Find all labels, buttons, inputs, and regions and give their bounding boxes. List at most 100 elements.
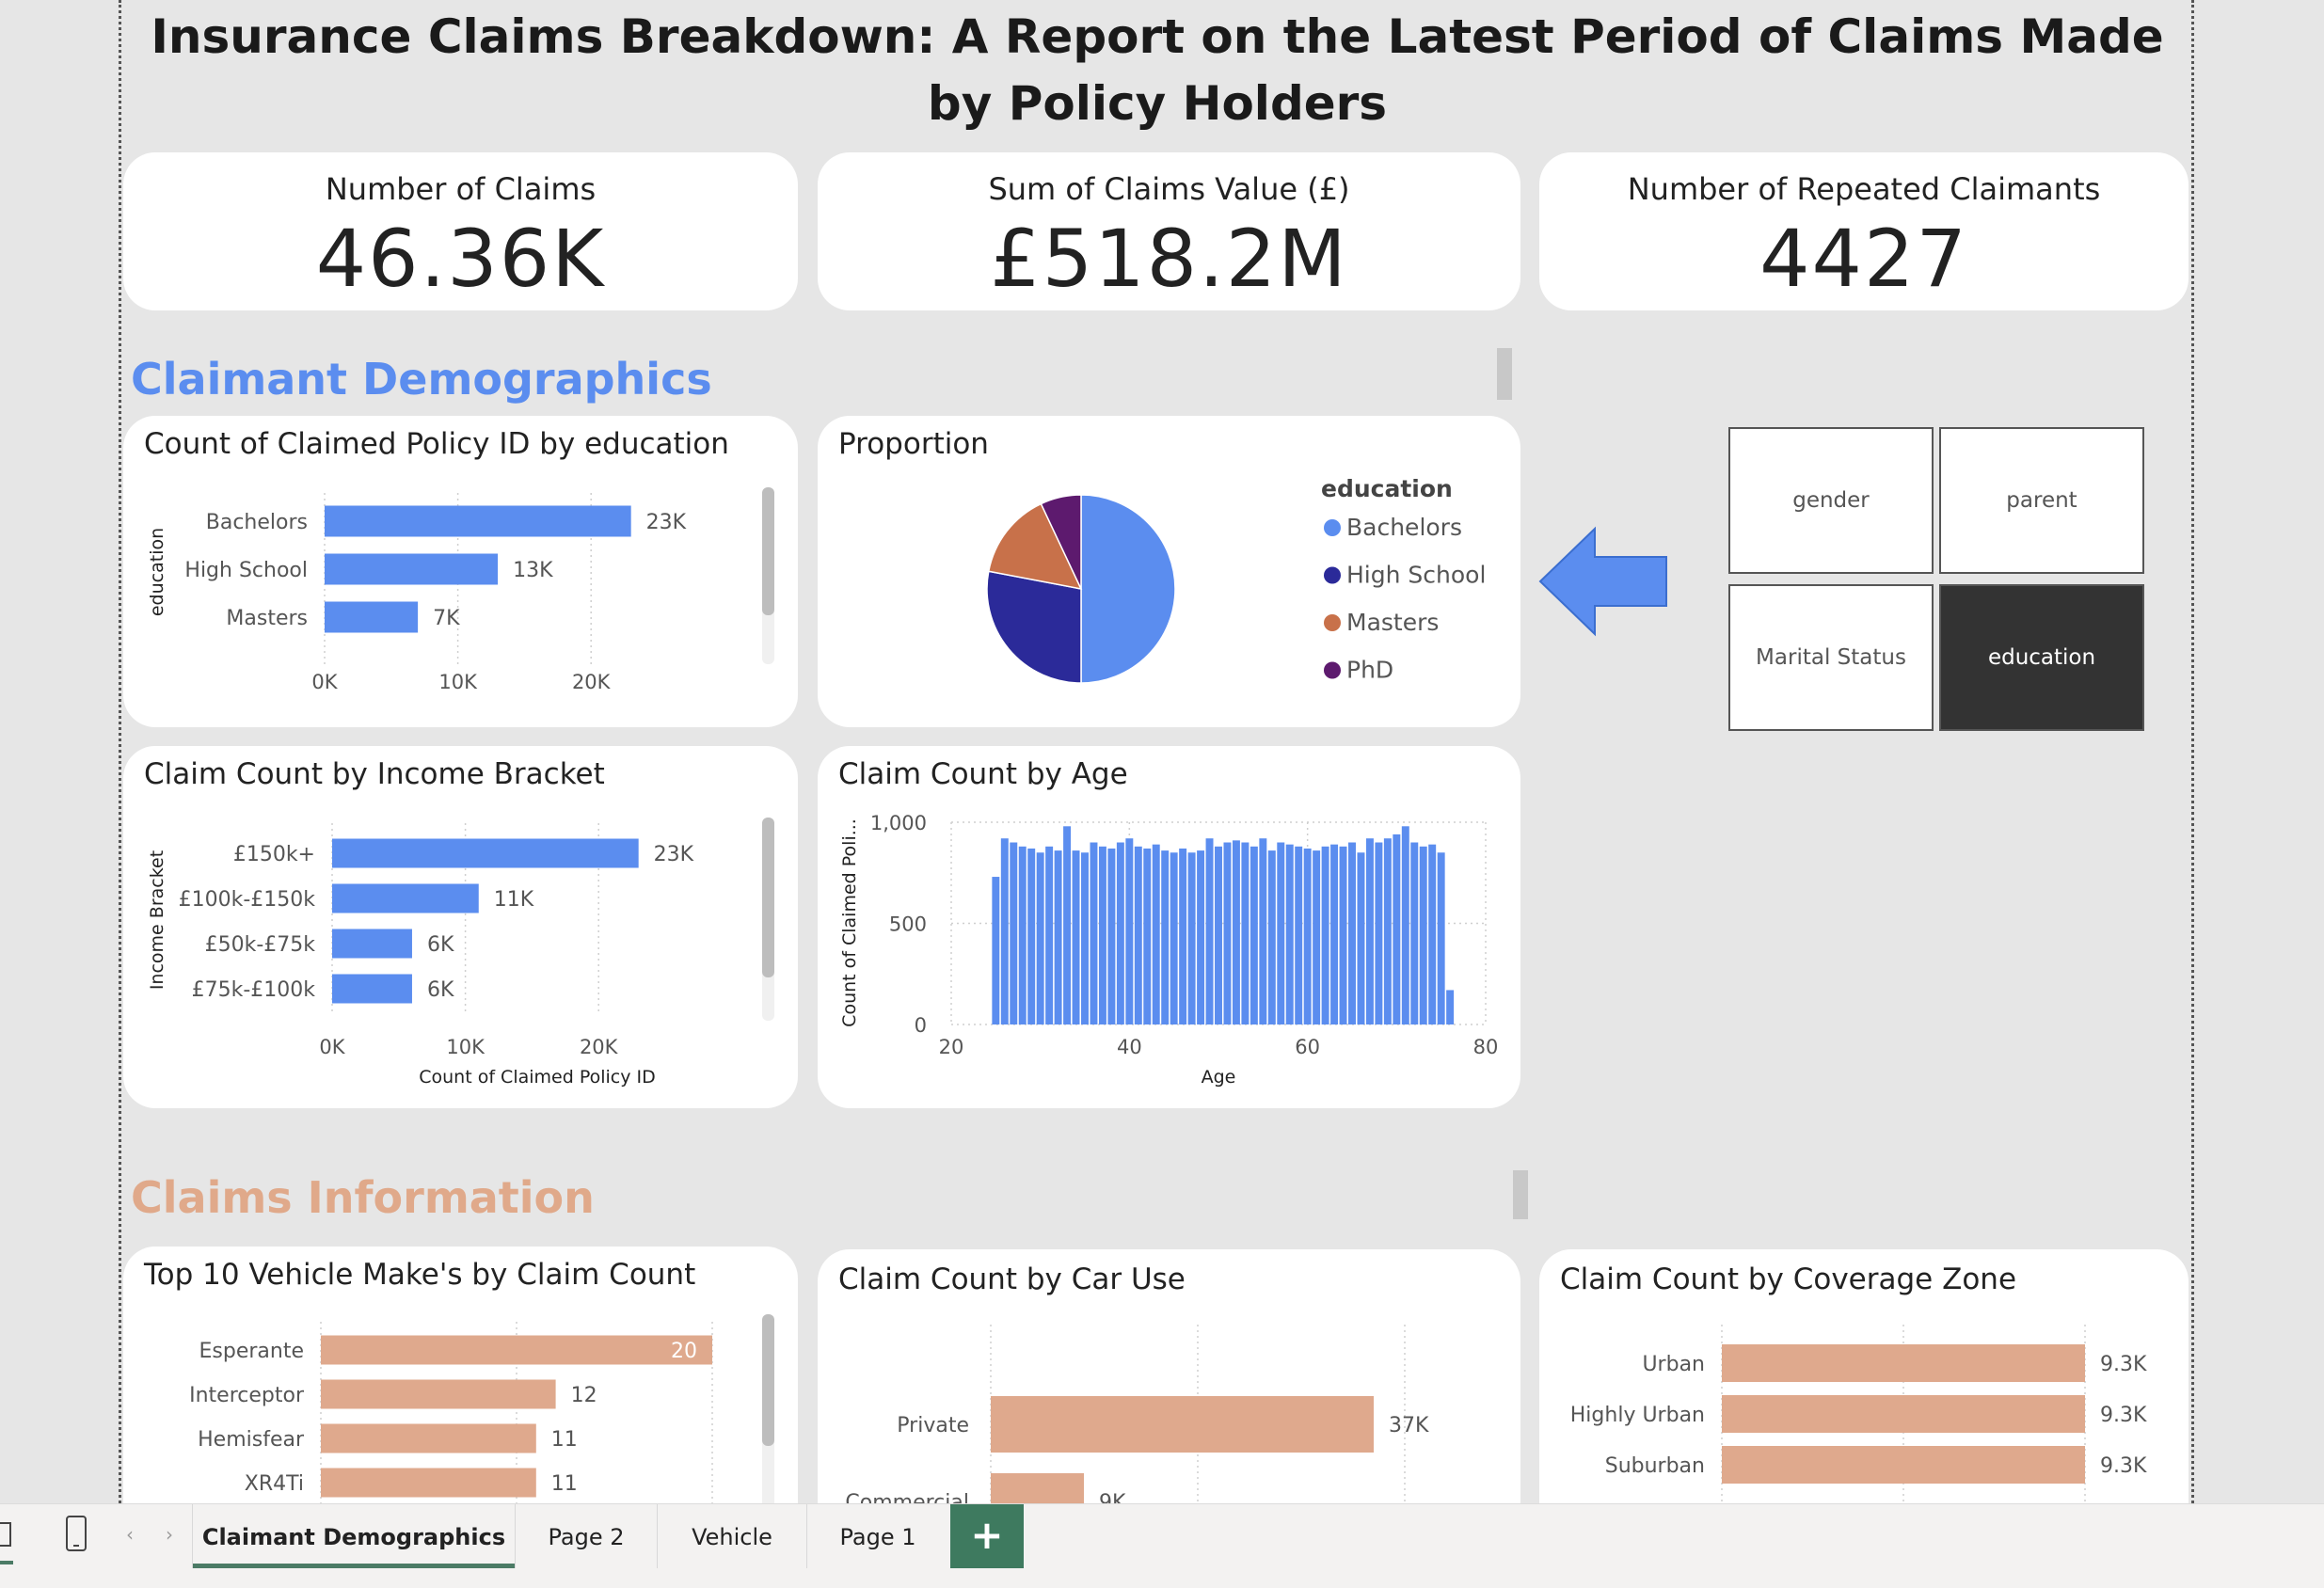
visual-scrollbar[interactable] bbox=[762, 1314, 774, 1503]
visual-scrollbar[interactable] bbox=[762, 487, 774, 664]
tab-claimant-demographics[interactable]: Claimant Demographics bbox=[193, 1504, 515, 1568]
visual-title: Claim Count by Age bbox=[838, 757, 1128, 791]
bar bbox=[1161, 850, 1170, 1024]
visual-income-bar[interactable]: Claim Count by Income Bracket 0K 10K 20K £1… bbox=[123, 746, 798, 1108]
visual-title: Count of Claimed Policy ID by education bbox=[144, 427, 729, 461]
bar bbox=[321, 1335, 712, 1365]
data-label: 9K bbox=[1099, 1491, 1126, 1503]
visual-scrollbar[interactable] bbox=[762, 818, 774, 1021]
legend-label: Masters bbox=[1346, 609, 1439, 636]
category-label: Commercial bbox=[845, 1491, 969, 1503]
page-right-border bbox=[2191, 0, 2194, 1503]
data-label: 9.3K bbox=[2100, 1454, 2147, 1478]
bar bbox=[1437, 852, 1445, 1024]
page-tab-bar: ‹ › Claimant Demographics Page 2 Vehicle… bbox=[0, 1503, 2324, 1588]
category-label: High School bbox=[184, 559, 308, 582]
pie-slice bbox=[987, 502, 1083, 591]
slicer-button-gender[interactable]: gender bbox=[1728, 427, 1934, 574]
bar bbox=[1215, 846, 1222, 1024]
slicer-button-marital-status[interactable]: Marital Status bbox=[1728, 584, 1934, 731]
visual-coverage-bar[interactable]: Claim Count by Coverage Zone Urban 9.3K Hi… bbox=[1539, 1249, 2189, 1503]
bar bbox=[1054, 850, 1062, 1024]
chevron-right-icon[interactable]: › bbox=[166, 1523, 173, 1546]
legend-label: Bachelors bbox=[1346, 514, 1462, 541]
visual-title: Claim Count by Car Use bbox=[838, 1262, 1186, 1296]
scroll-thumb[interactable] bbox=[762, 818, 774, 977]
legend-title: education bbox=[1321, 475, 1453, 502]
category-label: Esperante bbox=[199, 1340, 305, 1363]
bar bbox=[321, 1468, 536, 1498]
desktop-view-icon[interactable] bbox=[0, 1517, 13, 1555]
kpi-label: Number of Claims bbox=[325, 171, 597, 207]
bar bbox=[1330, 844, 1339, 1024]
scroll-thumb[interactable] bbox=[762, 1314, 774, 1446]
add-page-button[interactable]: + bbox=[950, 1504, 1024, 1568]
bar bbox=[1018, 846, 1027, 1024]
category-label: £50k-£75k bbox=[205, 933, 316, 957]
scroll-thumb[interactable] bbox=[762, 487, 774, 615]
arrow-left-icon bbox=[1538, 526, 1667, 637]
bar bbox=[1365, 838, 1374, 1024]
category-label: Hemisfear bbox=[198, 1428, 305, 1452]
visual-title: Claim Count by Coverage Zone bbox=[1560, 1262, 2017, 1296]
bar bbox=[1197, 850, 1205, 1024]
tab-vehicle[interactable]: Vehicle bbox=[692, 1524, 772, 1550]
bar bbox=[1285, 844, 1294, 1024]
section-scroll-handle[interactable] bbox=[1497, 348, 1512, 400]
slicer-button-parent[interactable]: parent bbox=[1939, 427, 2144, 574]
tab-page-2[interactable]: Page 2 bbox=[548, 1524, 625, 1550]
visual-proportion-pie[interactable]: Proportion education Bachelors High School… bbox=[818, 416, 1520, 727]
bar bbox=[325, 601, 419, 633]
section-scroll-handle[interactable] bbox=[1513, 1170, 1528, 1219]
data-label: 9.3K bbox=[2100, 1353, 2147, 1376]
kpi-value: £518.2M bbox=[990, 213, 1348, 305]
coverage-bar-chart: Urban 9.3K Highly Urban 9.3K Suburban 9.3K bbox=[1570, 1325, 2147, 1503]
legend-label: High School bbox=[1346, 562, 1486, 589]
data-label: 13K bbox=[513, 559, 553, 582]
kpi-card-claims[interactable]: Number of Claims 46.36K bbox=[123, 152, 798, 310]
section-title-claims: Claims Information bbox=[131, 1172, 595, 1223]
bar bbox=[332, 974, 412, 1004]
visual-age-bar[interactable]: Claim Count by Age 20 40 60 80 0 500 1,000 Age C… bbox=[818, 746, 1520, 1108]
chevron-left-icon[interactable]: ‹ bbox=[126, 1523, 134, 1546]
bar bbox=[1241, 842, 1250, 1024]
data-label: 7K bbox=[433, 607, 460, 630]
x-tick-label: 80 bbox=[1473, 1036, 1499, 1058]
legend-marker bbox=[1324, 566, 1341, 584]
bar bbox=[1170, 852, 1178, 1024]
bar bbox=[1250, 846, 1258, 1024]
bar bbox=[1410, 842, 1419, 1024]
data-label: 20 bbox=[671, 1340, 697, 1363]
visual-vehicle-bar[interactable]: Top 10 Vehicle Make's by Claim Count Esp… bbox=[123, 1247, 798, 1503]
bar bbox=[332, 929, 412, 959]
x-tick-label: 40 bbox=[1117, 1036, 1142, 1058]
bar bbox=[1152, 844, 1160, 1024]
bar bbox=[1090, 842, 1098, 1024]
bar bbox=[1348, 842, 1356, 1024]
tab-page-1[interactable]: Page 1 bbox=[839, 1524, 916, 1550]
proportion-pie-chart: education Bachelors High School Masters PhD bbox=[986, 475, 1486, 684]
bar bbox=[1134, 846, 1142, 1024]
bar bbox=[991, 1396, 1374, 1453]
legend-marker bbox=[1324, 661, 1341, 679]
visual-education-bar[interactable]: Count of Claimed Policy ID by education … bbox=[123, 416, 798, 727]
bar bbox=[1143, 848, 1152, 1024]
tab-separator bbox=[806, 1504, 807, 1568]
bar bbox=[1000, 838, 1009, 1024]
bar bbox=[1107, 848, 1116, 1024]
bar bbox=[1722, 1344, 2085, 1382]
section-title-demographics: Claimant Demographics bbox=[131, 354, 712, 405]
slicer-button-education[interactable]: education bbox=[1939, 584, 2144, 731]
visual-caruse-bar[interactable]: Claim Count by Car Use Private 37K Commerc… bbox=[818, 1249, 1520, 1503]
x-tick-label: 10K bbox=[446, 1036, 485, 1058]
category-label: Private bbox=[897, 1414, 969, 1437]
kpi-card-claims-value[interactable]: Sum of Claims Value (£) £518.2M bbox=[818, 152, 1520, 310]
bar bbox=[321, 1423, 536, 1453]
bar bbox=[1419, 846, 1427, 1024]
kpi-card-repeated-claimants[interactable]: Number of Repeated Claimants 4427 bbox=[1539, 152, 2189, 310]
category-label: Suburban bbox=[1605, 1454, 1705, 1478]
category-label: £100k-£150k bbox=[179, 888, 316, 912]
mobile-view-icon[interactable] bbox=[62, 1514, 90, 1555]
report-title: Insurance Claims Breakdown: A Report on … bbox=[151, 9, 2164, 131]
bar bbox=[1295, 846, 1303, 1024]
